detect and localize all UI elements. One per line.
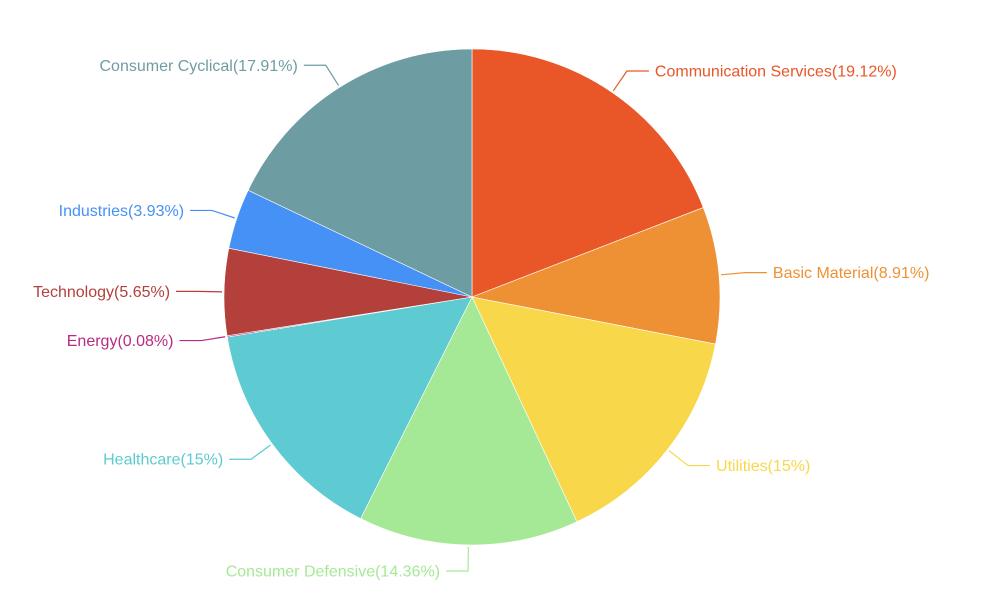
leader-line-consumer-cyclical [304, 65, 339, 85]
leader-line-healthcare [229, 445, 270, 459]
slice-label-healthcare: Healthcare(15%) [103, 452, 223, 469]
pie-slices [224, 49, 720, 545]
leader-line-communication-services [613, 71, 649, 91]
slice-label-consumer-defensive: Consumer Defensive(14.36%) [226, 563, 440, 580]
slice-label-utilities: Utilities(15%) [716, 458, 810, 475]
slice-label-industries: Industries(3.93%) [59, 203, 184, 220]
slice-label-basic-material: Basic Material(8.91%) [773, 265, 930, 282]
slice-label-energy: Energy(0.08%) [67, 333, 174, 350]
leader-line-utilities [669, 451, 710, 466]
leader-line-energy [179, 337, 225, 341]
slice-label-communication-services: Communication Services(19.12%) [655, 64, 897, 81]
slice-label-consumer-cyclical: Consumer Cyclical(17.91%) [99, 58, 297, 75]
leader-line-consumer-defensive [446, 547, 468, 571]
leader-line-industries [190, 210, 235, 218]
leader-line-basic-material [721, 273, 767, 275]
slice-label-technology: Technology(5.65%) [33, 284, 170, 301]
